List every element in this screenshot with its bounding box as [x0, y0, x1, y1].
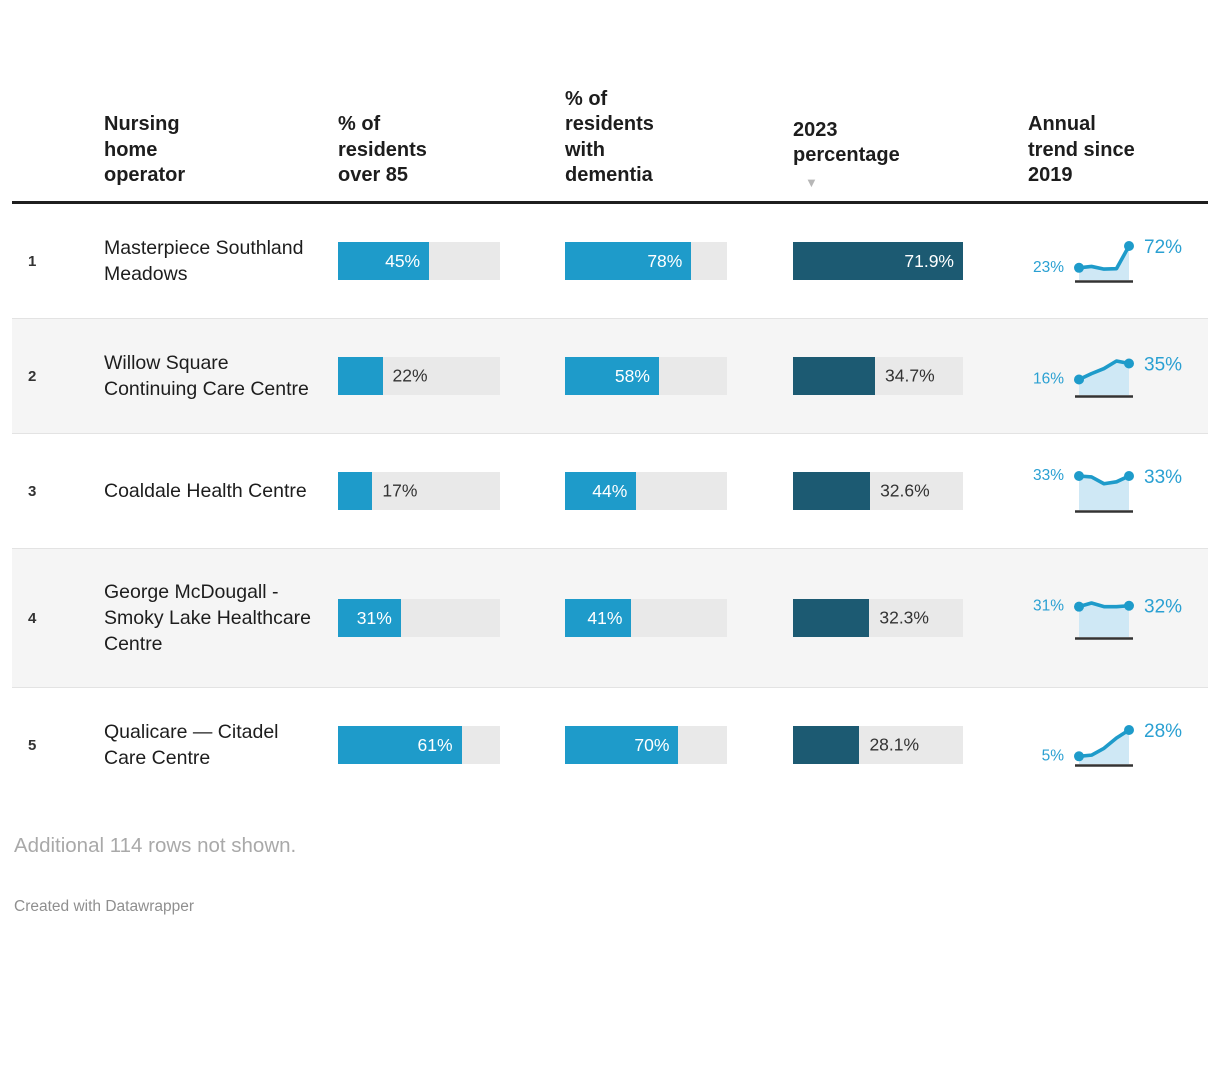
- row-rank: 4: [28, 609, 37, 627]
- pct2023-bar: 32.3%: [793, 599, 963, 637]
- trend-sparkline: [1074, 358, 1134, 398]
- column-header-label: 2023 percentage: [793, 118, 900, 167]
- table-body: 1 Masterpiece Southland Meadows 45% 78% …: [12, 204, 1208, 802]
- sort-descending-icon[interactable]: ▼: [805, 175, 818, 190]
- datawrapper-table: Nursing home operator % of residents ove…: [12, 36, 1208, 915]
- bar-label: 61%: [417, 734, 453, 755]
- datawrapper-credit[interactable]: Created with Datawrapper: [14, 898, 195, 915]
- table-header: Nursing home operator % of residents ove…: [12, 36, 1208, 204]
- trend-end-label: 28%: [1144, 721, 1183, 742]
- row-rank: 2: [28, 367, 37, 385]
- trend-sparkline: [1074, 600, 1134, 640]
- table-row: 1 Masterpiece Southland Meadows 45% 78% …: [12, 204, 1208, 318]
- over85-bar: 61%: [338, 726, 500, 764]
- trend-end-label: 32%: [1144, 596, 1183, 618]
- trend-start-label: 16%: [1032, 370, 1064, 388]
- dementia-bar: 41%: [565, 599, 727, 637]
- column-header-trend[interactable]: Annual trend since 2019: [1028, 112, 1208, 189]
- trend-sparkline-cell: 16% 35%: [1028, 349, 1208, 403]
- trend-start-label: 31%: [1032, 597, 1064, 615]
- over85-bar: 45%: [338, 242, 500, 280]
- column-header-label: Annual trend since 2019: [1028, 113, 1135, 187]
- column-header-over85[interactable]: % of residents over 85: [338, 112, 565, 189]
- bar-label: 32.6%: [880, 480, 930, 501]
- row-rank: 3: [28, 482, 37, 500]
- bar-label: 71.9%: [904, 250, 954, 271]
- dementia-bar: 78%: [565, 242, 727, 280]
- bar-label: 45%: [385, 250, 421, 271]
- dementia-bar: 44%: [565, 472, 727, 510]
- trend-start-label: 33%: [1032, 467, 1064, 484]
- trend-end-label: 35%: [1144, 354, 1183, 376]
- bar-label: 70%: [634, 734, 670, 755]
- over85-bar: 31%: [338, 599, 500, 637]
- trend-sparkline: [1074, 725, 1134, 767]
- operator-name: Willow Square Continuing Care Centre: [104, 352, 309, 400]
- bar-label: 31%: [356, 607, 392, 628]
- operator-name: Coaldale Health Centre: [104, 480, 307, 502]
- table-row: 5 Qualicare — Citadel Care Centre 61% 70…: [12, 687, 1208, 802]
- bar-label: 44%: [592, 480, 628, 501]
- bar-label: 28.1%: [869, 734, 920, 755]
- table-row: 2 Willow Square Continuing Care Centre 2…: [12, 318, 1208, 433]
- bar-label: 78%: [647, 250, 683, 271]
- bar-label: 34.7%: [885, 365, 935, 386]
- column-header-label: Nursing home operator: [104, 113, 186, 187]
- pct2023-bar: 34.7%: [793, 357, 963, 395]
- trend-end-label: 72%: [1144, 237, 1183, 258]
- operator-name: George McDougall - Smoky Lake Healthcare…: [104, 581, 312, 655]
- bar-label: 58%: [614, 365, 650, 386]
- trend-sparkline-cell: 23% 72%: [1028, 234, 1208, 288]
- column-header-dementia[interactable]: % of residents with dementia: [565, 87, 793, 189]
- trend-end-label: 33%: [1144, 467, 1183, 488]
- table-row: 4 George McDougall - Smoky Lake Healthca…: [12, 548, 1208, 687]
- trend-sparkline-cell: 5% 28%: [1028, 718, 1208, 772]
- rows-not-shown-note: Additional 114 rows not shown.: [14, 834, 297, 857]
- over85-bar: 22%: [338, 357, 500, 395]
- operator-name: Masterpiece Southland Meadows: [104, 237, 304, 285]
- operator-name: Qualicare — Citadel Care Centre: [104, 721, 279, 769]
- trend-sparkline-cell: 31% 32%: [1028, 591, 1208, 645]
- row-rank: 5: [28, 736, 37, 754]
- trend-start-label: 23%: [1032, 258, 1064, 276]
- trend-start-label: 5%: [1041, 747, 1064, 765]
- over85-bar: 17%: [338, 472, 500, 510]
- column-header-label: % of residents over 85: [338, 113, 427, 187]
- bar-label: 22%: [392, 365, 428, 386]
- column-header-label: % of residents with dementia: [565, 87, 654, 187]
- bar-label: 32.3%: [879, 607, 929, 628]
- table-row: 3 Coaldale Health Centre 17% 44% 32.6% 3…: [12, 433, 1208, 548]
- dementia-bar: 58%: [565, 357, 727, 395]
- bar-label: 41%: [587, 607, 623, 628]
- column-header-2023-percentage[interactable]: 2023 percentage ▼: [793, 118, 1028, 189]
- bar-label: 17%: [382, 480, 418, 501]
- trend-sparkline: [1074, 241, 1134, 283]
- row-rank: 1: [28, 252, 37, 270]
- column-header-operator[interactable]: Nursing home operator: [104, 112, 338, 189]
- trend-sparkline: [1074, 471, 1134, 513]
- dementia-bar: 70%: [565, 726, 727, 764]
- pct2023-bar: 71.9%: [793, 242, 963, 280]
- trend-sparkline-cell: 33% 33%: [1028, 464, 1208, 518]
- pct2023-bar: 32.6%: [793, 472, 963, 510]
- pct2023-bar: 28.1%: [793, 726, 963, 764]
